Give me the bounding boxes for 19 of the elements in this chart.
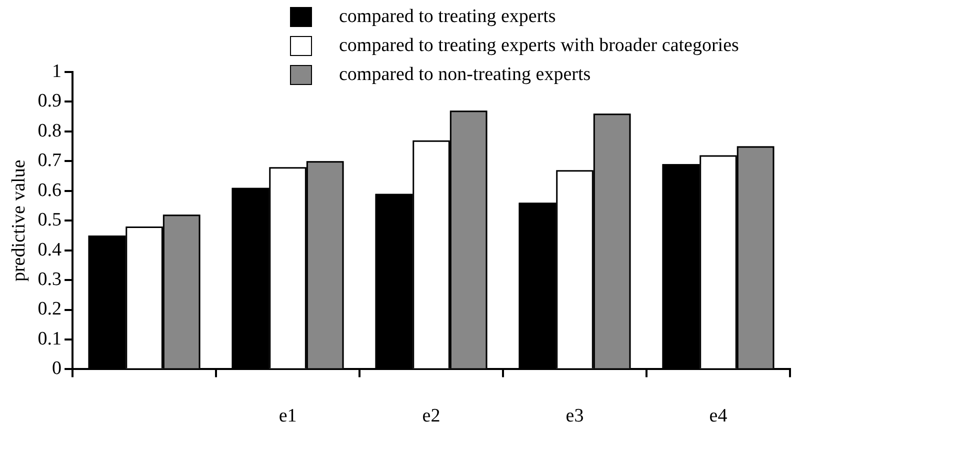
legend-label: compared to non-treating experts xyxy=(339,64,591,86)
legend-label: compared to treating experts with broader categories xyxy=(339,34,739,56)
y-tick-label: 0.1 xyxy=(38,328,62,350)
y-tick-label: 0.7 xyxy=(38,150,62,172)
y-axis-title: predictive value xyxy=(8,160,30,282)
x-tick-label: e4 xyxy=(709,406,728,427)
x-tick-label: e3 xyxy=(566,406,584,427)
y-tick-label: 0.5 xyxy=(38,210,62,231)
x-tick-label: e2 xyxy=(422,406,440,427)
x-tick-label: e1 xyxy=(278,406,297,427)
y-tick-label: 0.8 xyxy=(38,120,62,142)
y-tick-label: 0.6 xyxy=(38,180,62,201)
y-tick-label: 0.4 xyxy=(38,239,62,260)
y-tick-label: 0.9 xyxy=(38,90,62,112)
legend-label: compared to treating experts xyxy=(339,6,556,28)
y-tick-label: 0.3 xyxy=(38,269,62,290)
y-tick-label: 0.2 xyxy=(38,298,62,320)
y-tick-label: 1 xyxy=(52,60,62,82)
y-tick-label: 0 xyxy=(52,358,62,380)
